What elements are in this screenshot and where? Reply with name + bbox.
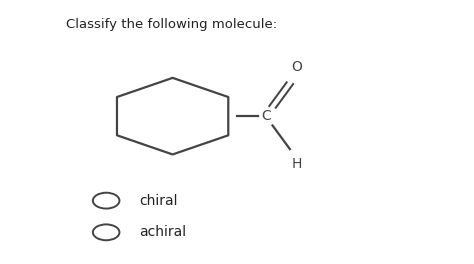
Text: achiral: achiral: [139, 225, 186, 239]
Text: H: H: [292, 157, 302, 171]
Text: Classify the following molecule:: Classify the following molecule:: [66, 18, 277, 31]
Text: C: C: [261, 109, 271, 123]
Text: chiral: chiral: [139, 194, 178, 208]
Text: O: O: [292, 60, 302, 74]
